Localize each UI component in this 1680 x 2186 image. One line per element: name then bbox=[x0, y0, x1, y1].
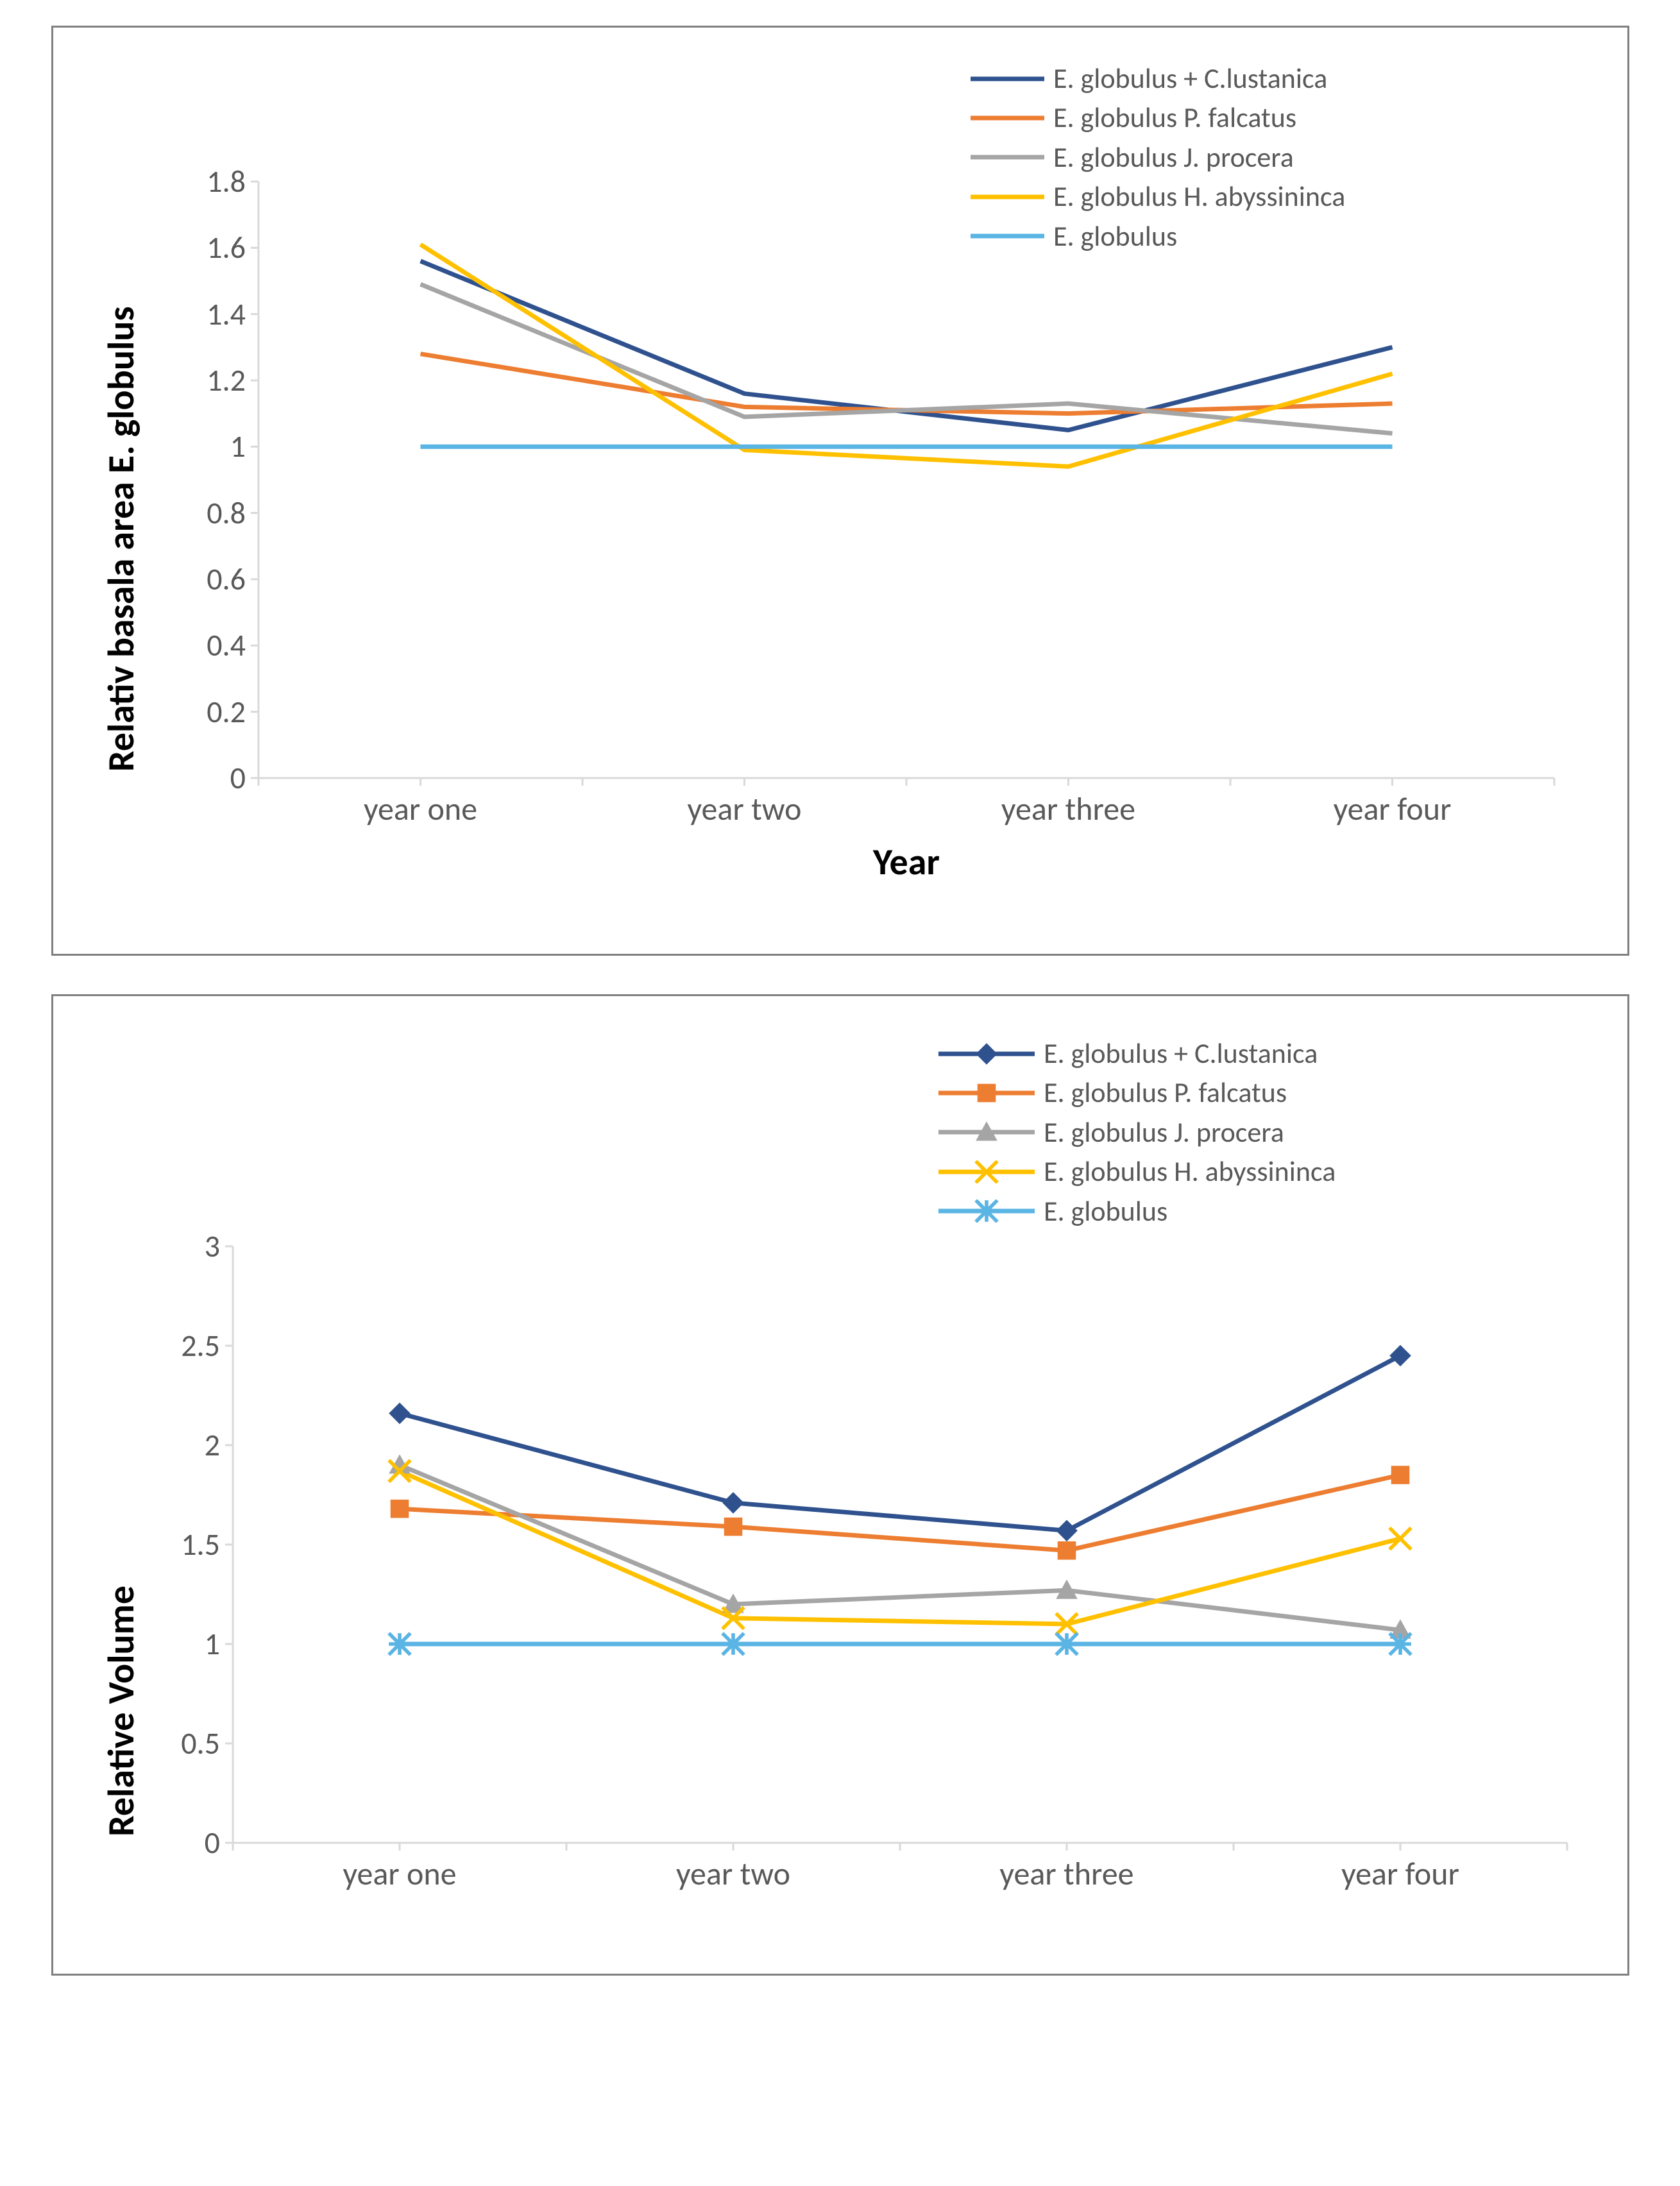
legend-item: E. globulus + C.lustanica bbox=[938, 1035, 1336, 1072]
legend-label: E. globulus J. procera bbox=[1044, 1114, 1284, 1151]
legend-label: E. globulus H. abyssininca bbox=[1053, 178, 1345, 216]
y-tick-label: 3 bbox=[143, 1227, 220, 1265]
y-tick-label: 0.8 bbox=[169, 494, 246, 532]
y-tick-label: 2 bbox=[143, 1426, 220, 1464]
y-tick-label: 0.4 bbox=[169, 626, 246, 664]
chart-basal-area: 0 0.2 0.4 0.6 0.8 1 1.2 1.4 1.6 1.8 year one year … bbox=[51, 26, 1629, 956]
x-tick-label: year one bbox=[271, 1854, 528, 1894]
y-tick-label: 1 bbox=[169, 427, 246, 465]
legend-swatch-icon bbox=[971, 146, 1044, 169]
legend-swatch-icon bbox=[971, 225, 1044, 248]
legend-swatch-icon bbox=[938, 1042, 1035, 1065]
chart1-y-title: Relativ basala area E. globulus bbox=[98, 307, 144, 772]
x-tick-label: year four bbox=[1272, 1854, 1529, 1894]
legend-label: E. globulus J. procera bbox=[1053, 139, 1294, 176]
legend-label: E. globulus + C.lustanica bbox=[1044, 1035, 1318, 1072]
legend-label: E. globulus bbox=[1053, 217, 1177, 255]
legend-item: E. globulus bbox=[938, 1192, 1336, 1230]
legend-swatch-icon bbox=[971, 106, 1044, 130]
chart2-legend: E. globulus + C.lustanicaE. globulus P. … bbox=[938, 1035, 1336, 1232]
chart1-legend: E. globulus + C.lustanicaE. globulus P. … bbox=[971, 60, 1345, 257]
legend-item: E. globulus J. procera bbox=[938, 1114, 1336, 1151]
legend-label: E. globulus P. falcatus bbox=[1044, 1074, 1287, 1112]
legend-swatch-icon bbox=[938, 1160, 1035, 1183]
legend-label: E. globulus H. abyssininca bbox=[1044, 1153, 1336, 1190]
legend-swatch-icon bbox=[938, 1081, 1035, 1105]
x-tick-label: year three bbox=[940, 790, 1197, 829]
legend-item: E. globulus bbox=[971, 217, 1345, 255]
page: 0 0.2 0.4 0.6 0.8 1 1.2 1.4 1.6 1.8 year one year … bbox=[0, 0, 1680, 2142]
legend-swatch-icon bbox=[938, 1199, 1035, 1223]
y-tick-label: 1.5 bbox=[143, 1525, 220, 1563]
chart1-x-title: Year bbox=[259, 839, 1554, 885]
legend-swatch-icon bbox=[938, 1121, 1035, 1144]
legend-label: E. globulus P. falcatus bbox=[1053, 99, 1296, 137]
y-tick-label: 0 bbox=[169, 759, 246, 797]
y-tick-label: 1.6 bbox=[169, 228, 246, 266]
legend-item: E. globulus H. abyssininca bbox=[971, 178, 1345, 216]
chart-relative-volume: 0 0.5 1 1.5 2 2.5 3 year one year two year three… bbox=[51, 994, 1629, 1976]
y-tick-label: 1 bbox=[143, 1625, 220, 1663]
legend-item: E. globulus + C.lustanica bbox=[971, 60, 1345, 97]
x-tick-label: year two bbox=[605, 1854, 861, 1894]
legend-swatch-icon bbox=[971, 185, 1044, 208]
y-tick-label: 0.6 bbox=[169, 560, 246, 598]
x-tick-label: year two bbox=[616, 790, 873, 829]
y-tick-label: 0.2 bbox=[169, 693, 246, 731]
y-tick-label: 1.8 bbox=[169, 162, 246, 200]
legend-item: E. globulus P. falcatus bbox=[971, 99, 1345, 137]
legend-item: E. globulus J. procera bbox=[971, 139, 1345, 176]
x-tick-label: year three bbox=[938, 1854, 1195, 1894]
y-tick-label: 0 bbox=[143, 1824, 220, 1861]
y-tick-label: 2.5 bbox=[143, 1326, 220, 1364]
legend-item: E. globulus P. falcatus bbox=[938, 1074, 1336, 1112]
legend-swatch-icon bbox=[971, 67, 1044, 90]
x-tick-label: year one bbox=[293, 790, 549, 829]
legend-label: E. globulus + C.lustanica bbox=[1053, 60, 1327, 97]
chart-relative-volume-svg bbox=[53, 996, 1631, 1978]
chart2-y-title: Relative Volume bbox=[98, 1586, 144, 1836]
legend-item: E. globulus H. abyssininca bbox=[938, 1153, 1336, 1190]
y-tick-label: 1.2 bbox=[169, 361, 246, 399]
y-tick-label: 0.5 bbox=[143, 1724, 220, 1762]
y-tick-label: 1.4 bbox=[169, 295, 246, 333]
x-tick-label: year four bbox=[1264, 790, 1521, 829]
legend-label: E. globulus bbox=[1044, 1192, 1167, 1230]
